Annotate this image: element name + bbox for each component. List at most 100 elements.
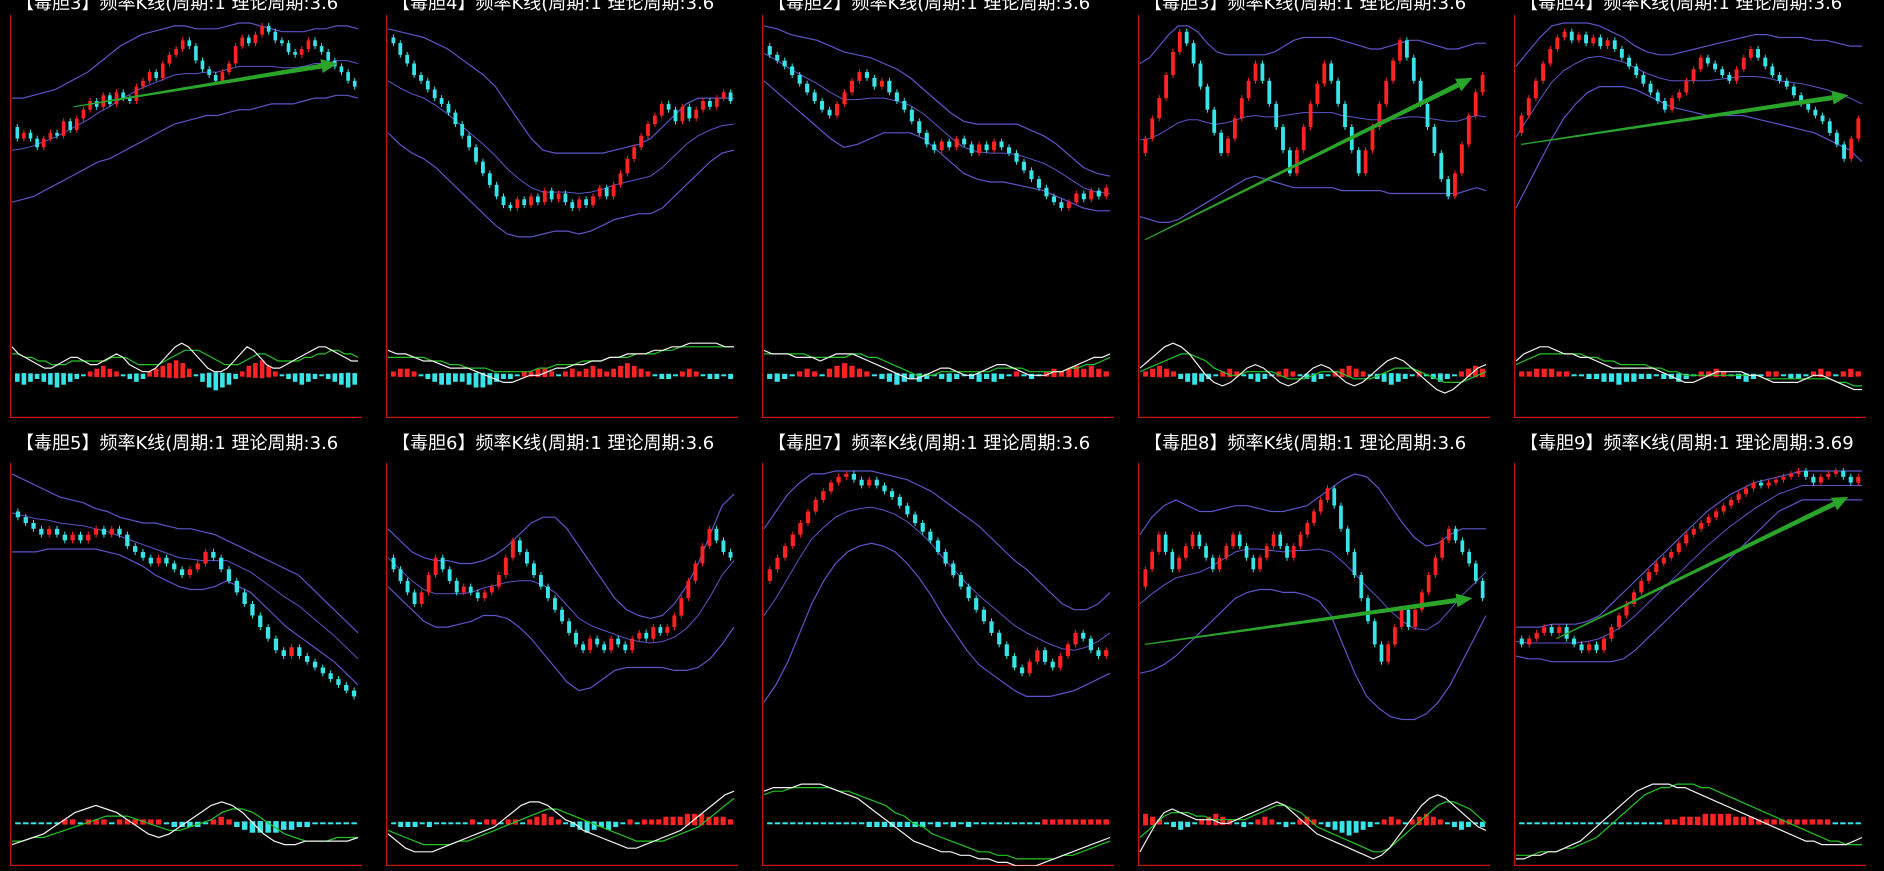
histogram-bar-negative bbox=[1318, 373, 1324, 379]
candle-up bbox=[419, 592, 424, 604]
histogram-bar-positive bbox=[699, 813, 705, 826]
candle-down bbox=[1204, 546, 1208, 558]
candle-down bbox=[425, 80, 430, 90]
histogram-bar-positive bbox=[1353, 368, 1359, 378]
candle-down bbox=[1366, 598, 1370, 622]
histogram-bar-positive bbox=[727, 819, 733, 825]
histogram-bar-positive bbox=[167, 363, 172, 378]
histogram-bar-positive bbox=[1695, 816, 1701, 826]
histogram-bar-negative bbox=[41, 373, 47, 382]
candle-down bbox=[1827, 121, 1832, 133]
histogram-bar-negative bbox=[296, 821, 303, 827]
candle-up bbox=[75, 118, 79, 130]
candle-down bbox=[623, 644, 628, 651]
candle-down bbox=[1081, 632, 1086, 639]
histogram-bar-positive bbox=[266, 365, 271, 378]
histogram-bar-negative bbox=[480, 372, 486, 388]
chart-plot bbox=[1138, 463, 1490, 866]
trend-arrow-head bbox=[1455, 593, 1473, 608]
candle-down bbox=[851, 473, 856, 480]
candle-down bbox=[1799, 95, 1803, 104]
candle-down bbox=[1418, 80, 1423, 104]
candle-down bbox=[508, 205, 513, 208]
candle-up bbox=[653, 115, 657, 125]
histogram-bar-negative bbox=[1381, 373, 1387, 382]
histogram-bar-positive bbox=[1773, 371, 1779, 377]
histogram-bar-positive bbox=[527, 819, 533, 825]
candle-up bbox=[1729, 499, 1734, 506]
candle-up bbox=[1466, 115, 1471, 145]
candle-down bbox=[293, 51, 297, 55]
candle-up bbox=[299, 49, 304, 55]
candle-up bbox=[496, 575, 501, 587]
histogram-bar-negative bbox=[976, 373, 982, 382]
histogram-bar-positive bbox=[521, 371, 527, 377]
histogram-bar-negative bbox=[904, 821, 911, 827]
histogram-bar-positive bbox=[1809, 819, 1815, 825]
candle-down bbox=[475, 592, 480, 599]
candle-down bbox=[820, 101, 825, 110]
candle-down bbox=[584, 199, 588, 206]
histogram-bar-negative bbox=[924, 373, 930, 379]
histogram-bar-negative bbox=[38, 822, 45, 825]
histogram-bar-negative bbox=[879, 373, 885, 379]
candle-down bbox=[859, 479, 864, 486]
histogram-bar-positive bbox=[114, 371, 119, 377]
signal-line-green bbox=[387, 797, 735, 846]
candle-up bbox=[1073, 632, 1078, 645]
candle-down bbox=[1584, 34, 1588, 44]
histogram-bar-negative bbox=[339, 373, 344, 385]
candle-down bbox=[1336, 80, 1340, 104]
candle-up bbox=[426, 575, 431, 593]
candle-down bbox=[708, 101, 712, 107]
candle-down bbox=[1406, 609, 1411, 627]
candle-up bbox=[611, 184, 616, 197]
candle-up bbox=[195, 563, 200, 570]
histogram-bar-negative bbox=[1459, 821, 1464, 830]
histogram-bar-negative bbox=[767, 373, 773, 379]
candle-up bbox=[686, 580, 691, 599]
histogram-bar-positive bbox=[649, 819, 655, 825]
chart-title: 【毒胆5】频率K线(周期:1 理论周期:3.6 bbox=[16, 433, 339, 454]
histogram-bar-positive bbox=[411, 371, 417, 377]
histogram-bar-negative bbox=[453, 373, 458, 382]
histogram-bar-negative bbox=[886, 373, 892, 382]
candle-down bbox=[1339, 505, 1343, 529]
candle-up bbox=[1826, 473, 1831, 477]
histogram-bar-negative bbox=[613, 821, 619, 827]
upper-band-line bbox=[1139, 473, 1486, 547]
histogram-bar-negative bbox=[1641, 822, 1647, 825]
candle-up bbox=[529, 196, 533, 206]
candle-down bbox=[1425, 103, 1430, 127]
candle-down bbox=[890, 491, 895, 497]
candle-up bbox=[1233, 118, 1237, 139]
histogram-bar-negative bbox=[1586, 373, 1592, 379]
candle-down bbox=[305, 656, 310, 662]
histogram-bar-negative bbox=[858, 822, 865, 825]
candle-down bbox=[164, 557, 169, 564]
histogram-bar-negative bbox=[1255, 373, 1261, 382]
candle-down bbox=[1205, 86, 1210, 110]
histogram-bar-negative bbox=[1262, 373, 1268, 379]
candle-down bbox=[728, 92, 733, 102]
candle-down bbox=[560, 609, 564, 622]
candle-down bbox=[962, 138, 967, 145]
candle-up bbox=[646, 124, 650, 136]
candle-down bbox=[775, 54, 780, 61]
histogram-bar-positive bbox=[87, 371, 93, 377]
candle-up bbox=[1624, 603, 1629, 616]
candle-up bbox=[1796, 471, 1801, 474]
candle-down bbox=[1281, 127, 1285, 151]
histogram-bar-negative bbox=[774, 373, 780, 382]
histogram-bar-negative bbox=[721, 374, 727, 377]
histogram-bar-negative bbox=[1542, 822, 1548, 825]
candle-down bbox=[55, 132, 59, 136]
candle-down bbox=[924, 132, 929, 145]
histogram-bar-positive bbox=[1269, 819, 1275, 825]
candle-down bbox=[951, 563, 956, 576]
histogram-bar-positive bbox=[1802, 819, 1808, 825]
histogram-bar-positive bbox=[1687, 816, 1693, 826]
candle-down bbox=[687, 106, 692, 119]
candle-up bbox=[1781, 476, 1786, 480]
candle-up bbox=[1519, 115, 1524, 133]
